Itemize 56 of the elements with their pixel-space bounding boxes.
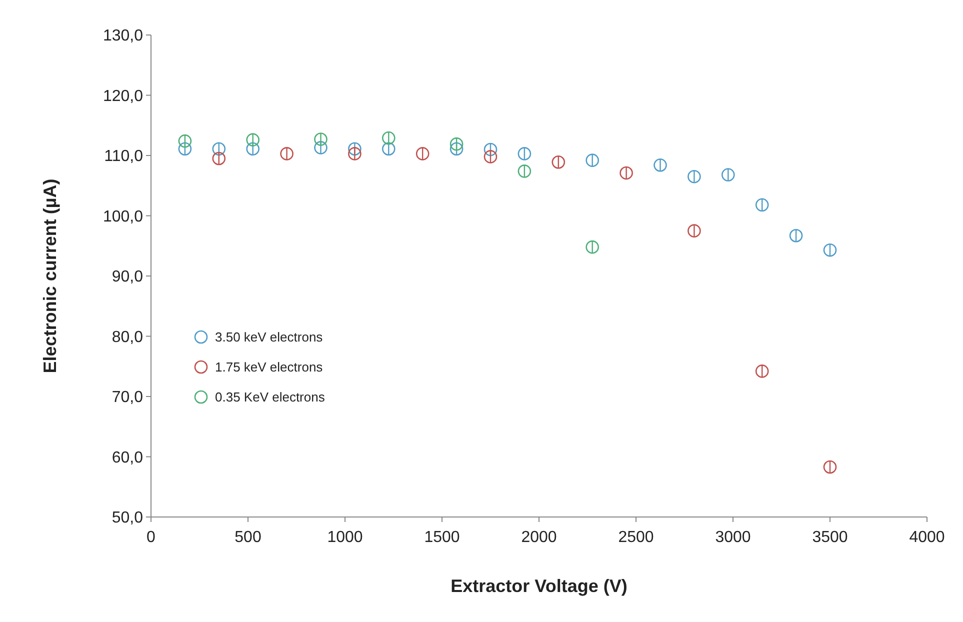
legend-label: 1.75 keV electrons — [215, 360, 324, 375]
point — [484, 150, 498, 164]
y-tick-label: 50,0 — [112, 510, 144, 527]
legend-label: 0.35 KeV electrons — [215, 390, 326, 405]
point — [416, 147, 430, 160]
point — [348, 142, 362, 156]
point — [823, 243, 837, 257]
y-tick-label: 60,0 — [112, 449, 144, 466]
point — [518, 147, 532, 160]
x-tick-label: 3500 — [812, 529, 848, 546]
y-tick-label: 80,0 — [112, 328, 144, 346]
point — [212, 152, 226, 166]
point — [280, 147, 294, 160]
point — [178, 134, 192, 148]
point — [722, 168, 735, 182]
point — [484, 142, 498, 156]
point — [688, 170, 701, 184]
x-tick-label: 0 — [146, 529, 156, 546]
y-tick-label: 90,0 — [112, 268, 144, 286]
point — [450, 137, 464, 151]
point — [586, 240, 599, 254]
point — [246, 133, 260, 146]
x-tick-label: 4000 — [909, 529, 945, 546]
point — [755, 364, 769, 378]
point — [314, 141, 328, 154]
point — [755, 198, 769, 212]
y-tick-label: 70,0 — [112, 389, 144, 406]
point — [688, 224, 701, 238]
y-tick-label: 130,0 — [102, 28, 144, 45]
y-tick-label: 110,0 — [104, 148, 144, 166]
point — [654, 158, 667, 172]
y-axis-title: Electronic current (µA) — [40, 178, 60, 374]
point — [348, 147, 362, 160]
point — [789, 228, 803, 242]
point — [586, 154, 599, 167]
x-tick-label: 3000 — [715, 529, 751, 546]
x-axis-title: Extractor Voltage (V) — [450, 576, 628, 596]
point — [518, 164, 532, 178]
point — [823, 460, 837, 474]
point — [382, 142, 396, 156]
point — [212, 142, 226, 156]
point — [382, 131, 396, 145]
x-tick-label: 1000 — [327, 529, 363, 546]
point — [246, 142, 260, 156]
legend-label: 3.50 keV electrons — [215, 330, 324, 345]
y-tick-label: 100,0 — [102, 208, 144, 226]
x-tick-label: 2500 — [618, 529, 654, 546]
x-tick-label: 2000 — [521, 529, 557, 546]
x-tick-label: 1500 — [424, 529, 460, 546]
y-tick-label: 120,0 — [102, 88, 144, 105]
point — [450, 142, 464, 156]
x-tick-label: 500 — [234, 529, 262, 546]
point — [178, 142, 192, 156]
point — [552, 155, 566, 169]
point — [314, 132, 328, 146]
point — [620, 166, 633, 180]
